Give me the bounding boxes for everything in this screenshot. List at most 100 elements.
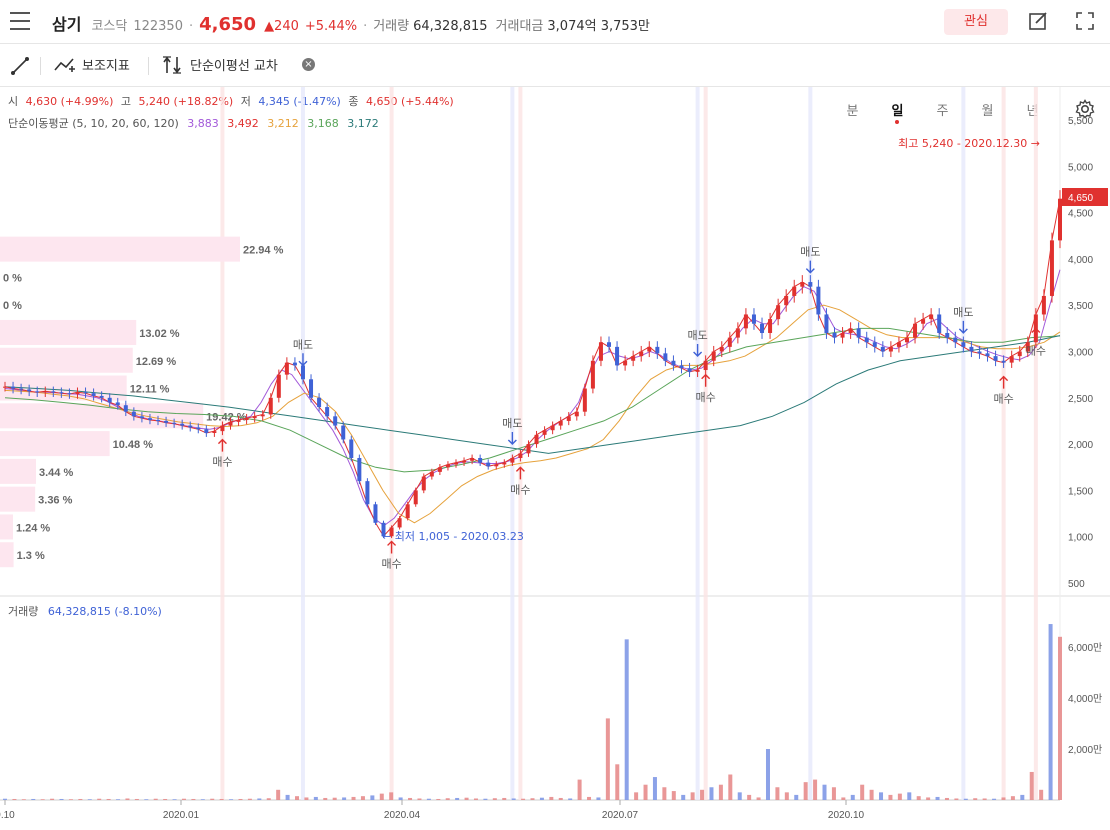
volume-bar-10: [97, 798, 102, 800]
x-tick-label-2: 2020.04: [384, 810, 421, 821]
period-tab-0[interactable]: 분: [846, 104, 859, 119]
remove-crossover-icon[interactable]: ×: [302, 58, 315, 71]
indicator-button[interactable]: 보조지표: [54, 55, 130, 74]
volume-profile-label-5: 12.11 %: [130, 384, 170, 396]
candle-body-54: [437, 467, 442, 472]
volume-bar-12: [116, 799, 121, 800]
high-value: 5,240 (+18.82%): [138, 95, 234, 108]
candle-body-53: [429, 471, 434, 477]
candle-body-44: [357, 457, 362, 482]
candle-body-13: [107, 397, 112, 403]
stock-market: 코스닥: [91, 19, 128, 34]
volume-bar-9: [87, 799, 92, 800]
candle-body-126: [1017, 351, 1022, 357]
candle-body-17: [139, 416, 144, 419]
settings-gear-icon[interactable]: [1075, 99, 1095, 119]
candle-body-34: [276, 374, 281, 398]
period-tab-4[interactable]: 년: [1026, 104, 1039, 119]
volume-bar-5: [50, 798, 55, 800]
signal-band-5: [695, 87, 700, 800]
edit-icon[interactable]: [1028, 11, 1048, 31]
toolbar-divider: [40, 57, 41, 75]
candle-body-51: [413, 490, 418, 505]
candle-body-39: [317, 397, 322, 408]
candle-body-92: [743, 314, 748, 329]
volume-bar-90: [850, 794, 855, 800]
candle-body-73: [590, 360, 595, 389]
period-tab-2[interactable]: 주: [936, 104, 949, 119]
volume-profile-label-3: 13.02 %: [139, 328, 180, 340]
crossover-label: 단순이평선 교차: [190, 59, 278, 74]
favorite-button[interactable]: 관심: [944, 9, 1008, 35]
candle-body-66: [534, 434, 539, 445]
volume-header-label: 거래량: [8, 605, 39, 618]
volume-bar-80: [756, 797, 761, 800]
candle-body-105: [848, 328, 853, 333]
price-tick-label-9: 1,000: [1068, 533, 1093, 544]
volume-bar-45: [426, 798, 431, 800]
volume-bar-79: [747, 794, 752, 800]
buy-arrow-0: [217, 438, 227, 452]
sell-label-1: 매도: [293, 338, 313, 351]
price-tick-label-5: 3,000: [1068, 348, 1093, 359]
volume-profile-label-0: 22.94 %: [243, 245, 284, 257]
price-tick-label-1: 5,000: [1068, 162, 1093, 173]
volume-bar-60: [568, 798, 573, 800]
fullscreen-icon[interactable]: [1075, 11, 1095, 31]
candle-body-118: [953, 337, 958, 343]
candle-body-11: [91, 393, 96, 396]
separator-dot: ·: [363, 19, 368, 34]
candle-body-57: [462, 460, 467, 463]
ma120-value: 3,172: [347, 117, 379, 130]
candle-body-50: [405, 504, 410, 519]
volume-bar-98: [926, 797, 931, 800]
volume-bar-3: [31, 798, 36, 800]
draw-line-icon[interactable]: [10, 56, 30, 76]
x-tick-label-3: 2020.07: [602, 810, 639, 821]
price-tick-label-6: 2,500: [1068, 394, 1093, 405]
candle-body-36: [292, 362, 297, 366]
volume-bar-53: [502, 797, 507, 800]
candle-body-20: [164, 420, 169, 423]
menu-icon[interactable]: [10, 12, 30, 30]
moving-average-info: 단순이동평균 (5, 10, 20, 60, 120) 3,883 3,492 …: [8, 115, 384, 131]
volume-bar-76: [718, 784, 723, 800]
period-tab-3[interactable]: 월: [981, 104, 994, 119]
volume-value: 64,328,815: [413, 19, 488, 34]
price-tick-label-8: 1,500: [1068, 486, 1093, 497]
period-tab-1[interactable]: 일: [875, 100, 920, 124]
volume-profile-bar-10: [0, 514, 13, 540]
candle-body-21: [172, 422, 177, 424]
volume-bar-52: [492, 798, 497, 800]
ma-crossover-button[interactable]: 단순이평선 교차: [162, 55, 278, 74]
volume-bar-8: [78, 798, 83, 800]
volume-bar-20: [191, 798, 196, 800]
candle-body-125: [1009, 356, 1014, 363]
volume-bar-40: [379, 793, 384, 800]
candle-body-111: [896, 342, 901, 347]
candle-body-52: [421, 476, 426, 491]
volume-profile-label-4: 12.69 %: [136, 356, 177, 368]
low-value: 4,345 (-1.47%): [258, 95, 341, 108]
candle-body-62: [502, 462, 507, 465]
indicator-label: 보조지표: [82, 59, 130, 74]
ma-line-ma20: [4, 304, 1061, 524]
candle-body-63: [510, 457, 515, 463]
price-tick-label-7: 2,000: [1068, 440, 1093, 451]
candle-body-100: [808, 282, 813, 287]
volume-bar-62: [587, 796, 592, 800]
volume-bar-96: [907, 792, 912, 800]
crossover-icon: [163, 55, 181, 74]
candle-body-37: [300, 365, 305, 380]
candle-body-10: [83, 392, 88, 394]
volume-bar-108: [1020, 794, 1025, 800]
volume-bar-63: [596, 797, 601, 800]
separator-dot: ·: [188, 19, 194, 34]
volume-bar-33: [313, 796, 318, 800]
volume-bar-57: [539, 797, 544, 800]
volume-header: 거래량 64,328,815 (-8.10%): [8, 603, 168, 619]
candle-body-101: [816, 286, 821, 315]
volume-bar-75: [709, 787, 714, 800]
